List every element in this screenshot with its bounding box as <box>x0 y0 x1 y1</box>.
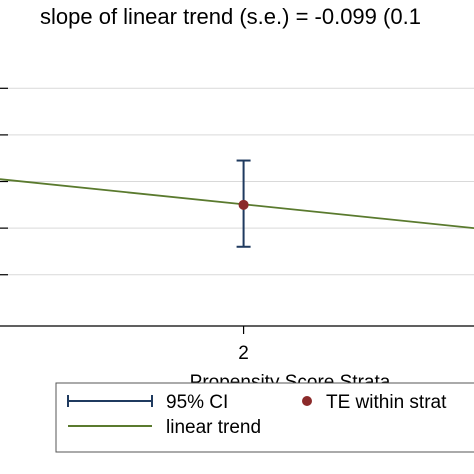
legend-item-ci: 95% CI <box>67 392 228 413</box>
grid-lines <box>0 87 474 276</box>
point-0 <box>238 199 249 210</box>
legend-label-te: TE within strat <box>326 392 447 413</box>
legend-label-trend: linear trend <box>166 417 261 438</box>
trend-line <box>0 178 474 230</box>
legend-item-te: TE within strat <box>302 392 447 413</box>
legend: 95% CI TE within strat linear trend <box>55 382 474 453</box>
x-tick-label-0: 2 <box>238 343 249 364</box>
legend-box <box>55 382 474 453</box>
slope-annotation: slope of linear trend (s.e.) = -0.099 (0… <box>40 4 421 29</box>
legend-label-ci: 95% CI <box>166 392 228 413</box>
x-axis-ticks: 2 <box>238 326 249 364</box>
legend-te-symbol <box>302 396 312 406</box>
legend-item-trend: linear trend <box>68 417 261 438</box>
plot-area <box>0 159 474 248</box>
